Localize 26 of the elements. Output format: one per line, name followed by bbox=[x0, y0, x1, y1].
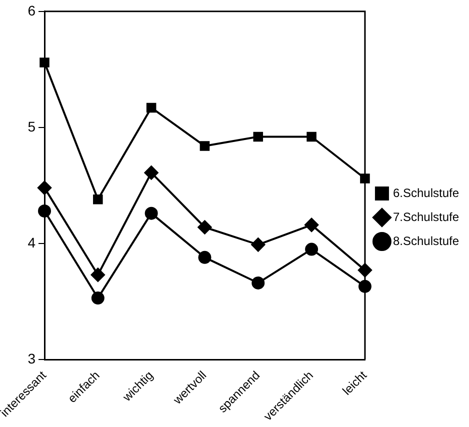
y-tick-label: 5 bbox=[28, 118, 36, 134]
point bbox=[305, 242, 318, 256]
point bbox=[198, 220, 212, 234]
point bbox=[144, 166, 158, 180]
point bbox=[93, 194, 103, 204]
y-tick-label: 6 bbox=[28, 2, 36, 18]
point bbox=[144, 206, 158, 220]
point bbox=[251, 238, 266, 252]
point bbox=[306, 132, 316, 142]
point bbox=[252, 276, 265, 290]
point bbox=[38, 204, 52, 218]
point bbox=[200, 141, 210, 151]
point bbox=[146, 102, 156, 113]
legend-label: 6.Schulstufe bbox=[392, 186, 460, 200]
point bbox=[40, 58, 50, 68]
point bbox=[90, 268, 105, 282]
point bbox=[253, 132, 264, 142]
y-tick-label: 4 bbox=[28, 234, 36, 250]
point bbox=[198, 250, 212, 264]
point bbox=[38, 180, 52, 195]
legend-label: 7.Schulstufe bbox=[392, 210, 460, 224]
point bbox=[360, 174, 370, 184]
legend-label: 8.Schulstufe bbox=[392, 234, 460, 248]
point bbox=[91, 292, 104, 305]
y-tick-label: 3 bbox=[28, 350, 36, 366]
point bbox=[304, 218, 319, 232]
